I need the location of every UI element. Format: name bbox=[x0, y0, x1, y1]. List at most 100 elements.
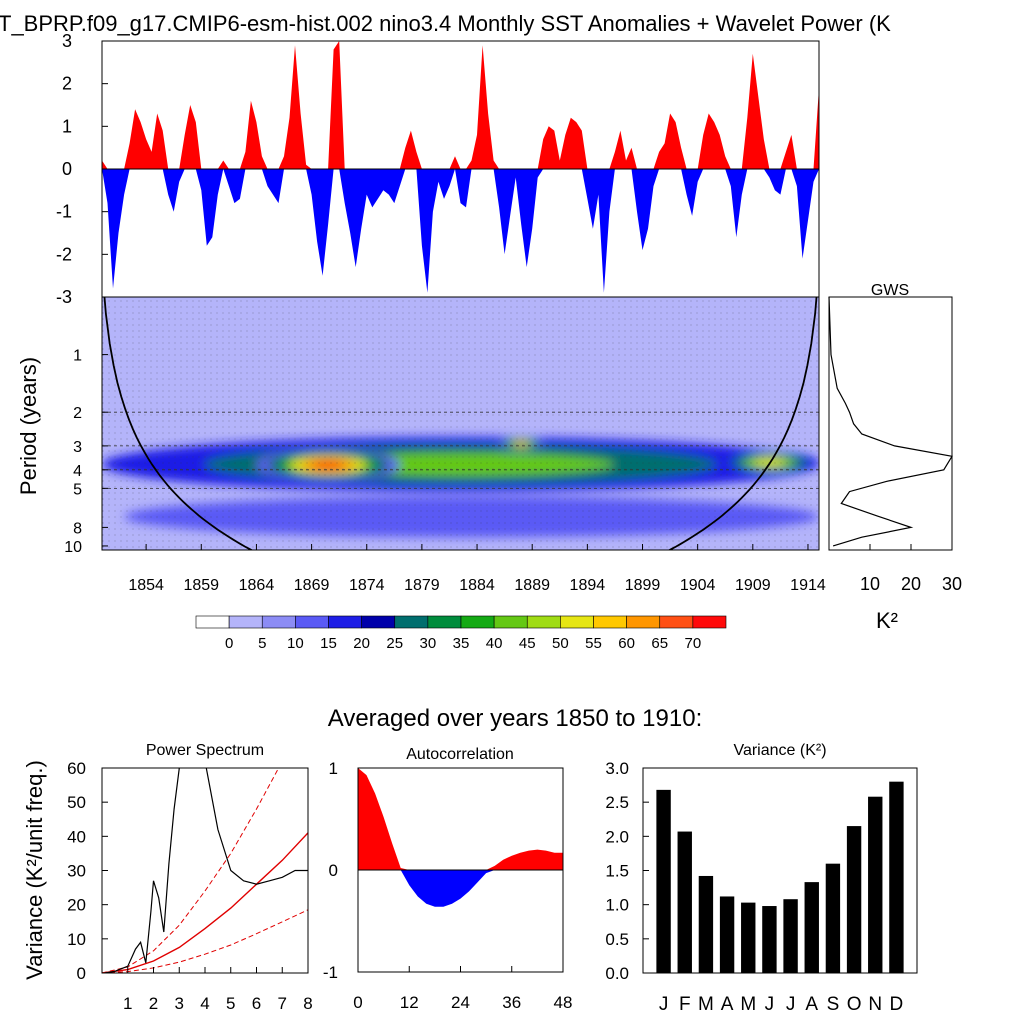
sst-ytick-label: 0 bbox=[62, 159, 72, 179]
ac-negative-area bbox=[358, 870, 563, 907]
ac-xtick-label: 0 bbox=[353, 993, 362, 1012]
ac-xtick-label: 12 bbox=[400, 993, 419, 1012]
gws-xlabel: K² bbox=[876, 608, 898, 633]
power-spectrum-chart: Power Spectrum 0 10 20 30 40 50 60 1 2 3 4 5 6 7 8 Var… bbox=[22, 742, 313, 1013]
colorbar-label: 45 bbox=[519, 635, 536, 652]
colorbar-label: 10 bbox=[287, 635, 304, 652]
gws-chart: GWS 10 20 30 K² bbox=[828, 282, 962, 633]
colorbar-cell bbox=[526, 615, 561, 629]
gws-xtick-label: 10 bbox=[860, 574, 880, 594]
sst-ytick-label: 2 bbox=[62, 74, 72, 94]
ps-xtick-label: 4 bbox=[200, 994, 209, 1013]
colorbar-cell bbox=[361, 615, 396, 629]
gws-xtick-label: 30 bbox=[942, 574, 962, 594]
var-xtick-label: J bbox=[786, 994, 796, 1015]
variance-bar bbox=[677, 831, 692, 973]
colorbar-label: 25 bbox=[386, 635, 403, 652]
ac-ytick-label: -1 bbox=[323, 963, 338, 982]
cone-of-influence bbox=[103, 297, 818, 550]
var-ytick-label: 3.0 bbox=[605, 759, 629, 778]
figure-title: T_BPRP.f09_g17.CMIP6-esm-hist.002 nino3.… bbox=[0, 11, 891, 36]
year-xtick-label: 1904 bbox=[680, 577, 716, 594]
ps-xtick-label: 7 bbox=[278, 994, 287, 1013]
autocorrelation-title: Autocorrelation bbox=[406, 746, 514, 763]
sst-anomaly-chart: 3 2 1 0 -1 -2 -3 bbox=[56, 31, 820, 307]
var-xtick-label: F bbox=[679, 994, 691, 1015]
ps-ytick-label: 60 bbox=[67, 759, 86, 778]
colorbar-label: 20 bbox=[353, 635, 370, 652]
period-axis-label: Period (years) bbox=[16, 357, 41, 495]
colorbar: 0 5 10 15 20 25 30 35 40 45 50 55 60 65 70 bbox=[195, 615, 727, 652]
variance-bar bbox=[868, 796, 883, 973]
var-ytick-label: 1.5 bbox=[605, 862, 629, 881]
colorbar-label: 30 bbox=[420, 635, 437, 652]
ps-xtick-label: 8 bbox=[303, 994, 312, 1013]
ps-ytick-label: 40 bbox=[67, 827, 86, 846]
gws-title: GWS bbox=[871, 282, 909, 299]
year-xtick-label: 1854 bbox=[128, 577, 164, 594]
lower-bound-line bbox=[102, 909, 308, 973]
sst-positive-area bbox=[102, 41, 819, 169]
colorbar-label: 60 bbox=[618, 635, 635, 652]
var-ytick-label: 2.5 bbox=[605, 793, 629, 812]
colorbar-label: 65 bbox=[651, 635, 668, 652]
variance-bar bbox=[825, 863, 841, 973]
year-xtick-label: 1914 bbox=[790, 577, 826, 594]
variance-bar bbox=[889, 781, 904, 973]
period-ytick-label: 10 bbox=[64, 539, 82, 556]
colorbar-cell bbox=[493, 615, 528, 629]
var-xtick-label: M bbox=[740, 994, 756, 1015]
colorbar-label: 0 bbox=[225, 635, 233, 652]
variance-bar bbox=[741, 902, 756, 973]
variance-chart: Variance (K²) 3.02.52.01.51.00.50.0J F M A M… bbox=[605, 742, 918, 1015]
colorbar-cell bbox=[560, 615, 594, 629]
year-xtick-label: 1889 bbox=[514, 577, 550, 594]
ps-xtick-label: 1 bbox=[123, 994, 132, 1013]
var-ytick-label: 1.0 bbox=[605, 896, 629, 915]
wavelet-dot-pattern bbox=[102, 297, 819, 550]
year-xtick-label: 1909 bbox=[735, 577, 771, 594]
var-xtick-label: N bbox=[868, 994, 882, 1015]
colorbar-label: 70 bbox=[685, 635, 702, 652]
sst-ytick-label: -2 bbox=[56, 244, 72, 264]
variance-bar bbox=[656, 789, 671, 973]
ps-ytick-label: 0 bbox=[77, 964, 86, 983]
colorbar-label: 40 bbox=[486, 635, 503, 652]
variance-bar bbox=[719, 896, 735, 973]
var-xtick-label: J bbox=[765, 994, 775, 1015]
period-ytick-label: 3 bbox=[73, 439, 82, 456]
colorbar-cell bbox=[460, 615, 495, 629]
variance-bar bbox=[846, 826, 862, 973]
year-xtick-label: 1894 bbox=[570, 577, 606, 594]
wavelet-power-chart: 1 2 3 45 8 10 1854 1859 1864 1869 1874 1879 1884 188… bbox=[16, 296, 826, 594]
var-xtick-label: D bbox=[890, 994, 904, 1015]
year-xtick-label: 1859 bbox=[183, 577, 219, 594]
ps-ytick-label: 30 bbox=[67, 862, 86, 881]
var-ytick-label: 0.5 bbox=[605, 930, 629, 949]
colorbar-label: 5 bbox=[258, 635, 266, 652]
red-noise-line bbox=[102, 832, 308, 973]
sst-ytick-label: -3 bbox=[56, 287, 72, 307]
sst-ytick-label: 1 bbox=[62, 116, 72, 136]
colorbar-cell bbox=[328, 615, 362, 629]
year-xtick-label: 1869 bbox=[294, 577, 330, 594]
autocorrelation-chart: Autocorrelation 1 0 -1 0 12 24 36 48 bbox=[323, 746, 573, 1012]
var-xtick-label: A bbox=[721, 994, 734, 1015]
period-ytick-label: 1 bbox=[73, 348, 82, 365]
sst-negative-area bbox=[102, 169, 819, 293]
colorbar-label: 55 bbox=[585, 635, 602, 652]
ps-ytick-label: 20 bbox=[67, 896, 86, 915]
ps-xtick-label: 6 bbox=[252, 994, 261, 1013]
variance-title-text: Variance (K²) bbox=[733, 742, 826, 759]
colorbar-cell bbox=[626, 615, 661, 629]
variance-title: Variance (K²) bbox=[733, 742, 826, 759]
variance-bar bbox=[698, 875, 714, 973]
var-xtick-label: S bbox=[827, 994, 840, 1015]
colorbar-cell bbox=[659, 615, 694, 629]
colorbar-cell bbox=[427, 615, 462, 629]
variance-axis-label: Variance (K²/unit freq.) bbox=[22, 760, 47, 980]
gws-xlabel-text: K² bbox=[876, 608, 898, 633]
variance-bar bbox=[804, 882, 819, 973]
var-xtick-label: J bbox=[659, 994, 669, 1015]
ps-ytick-label: 50 bbox=[67, 793, 86, 812]
